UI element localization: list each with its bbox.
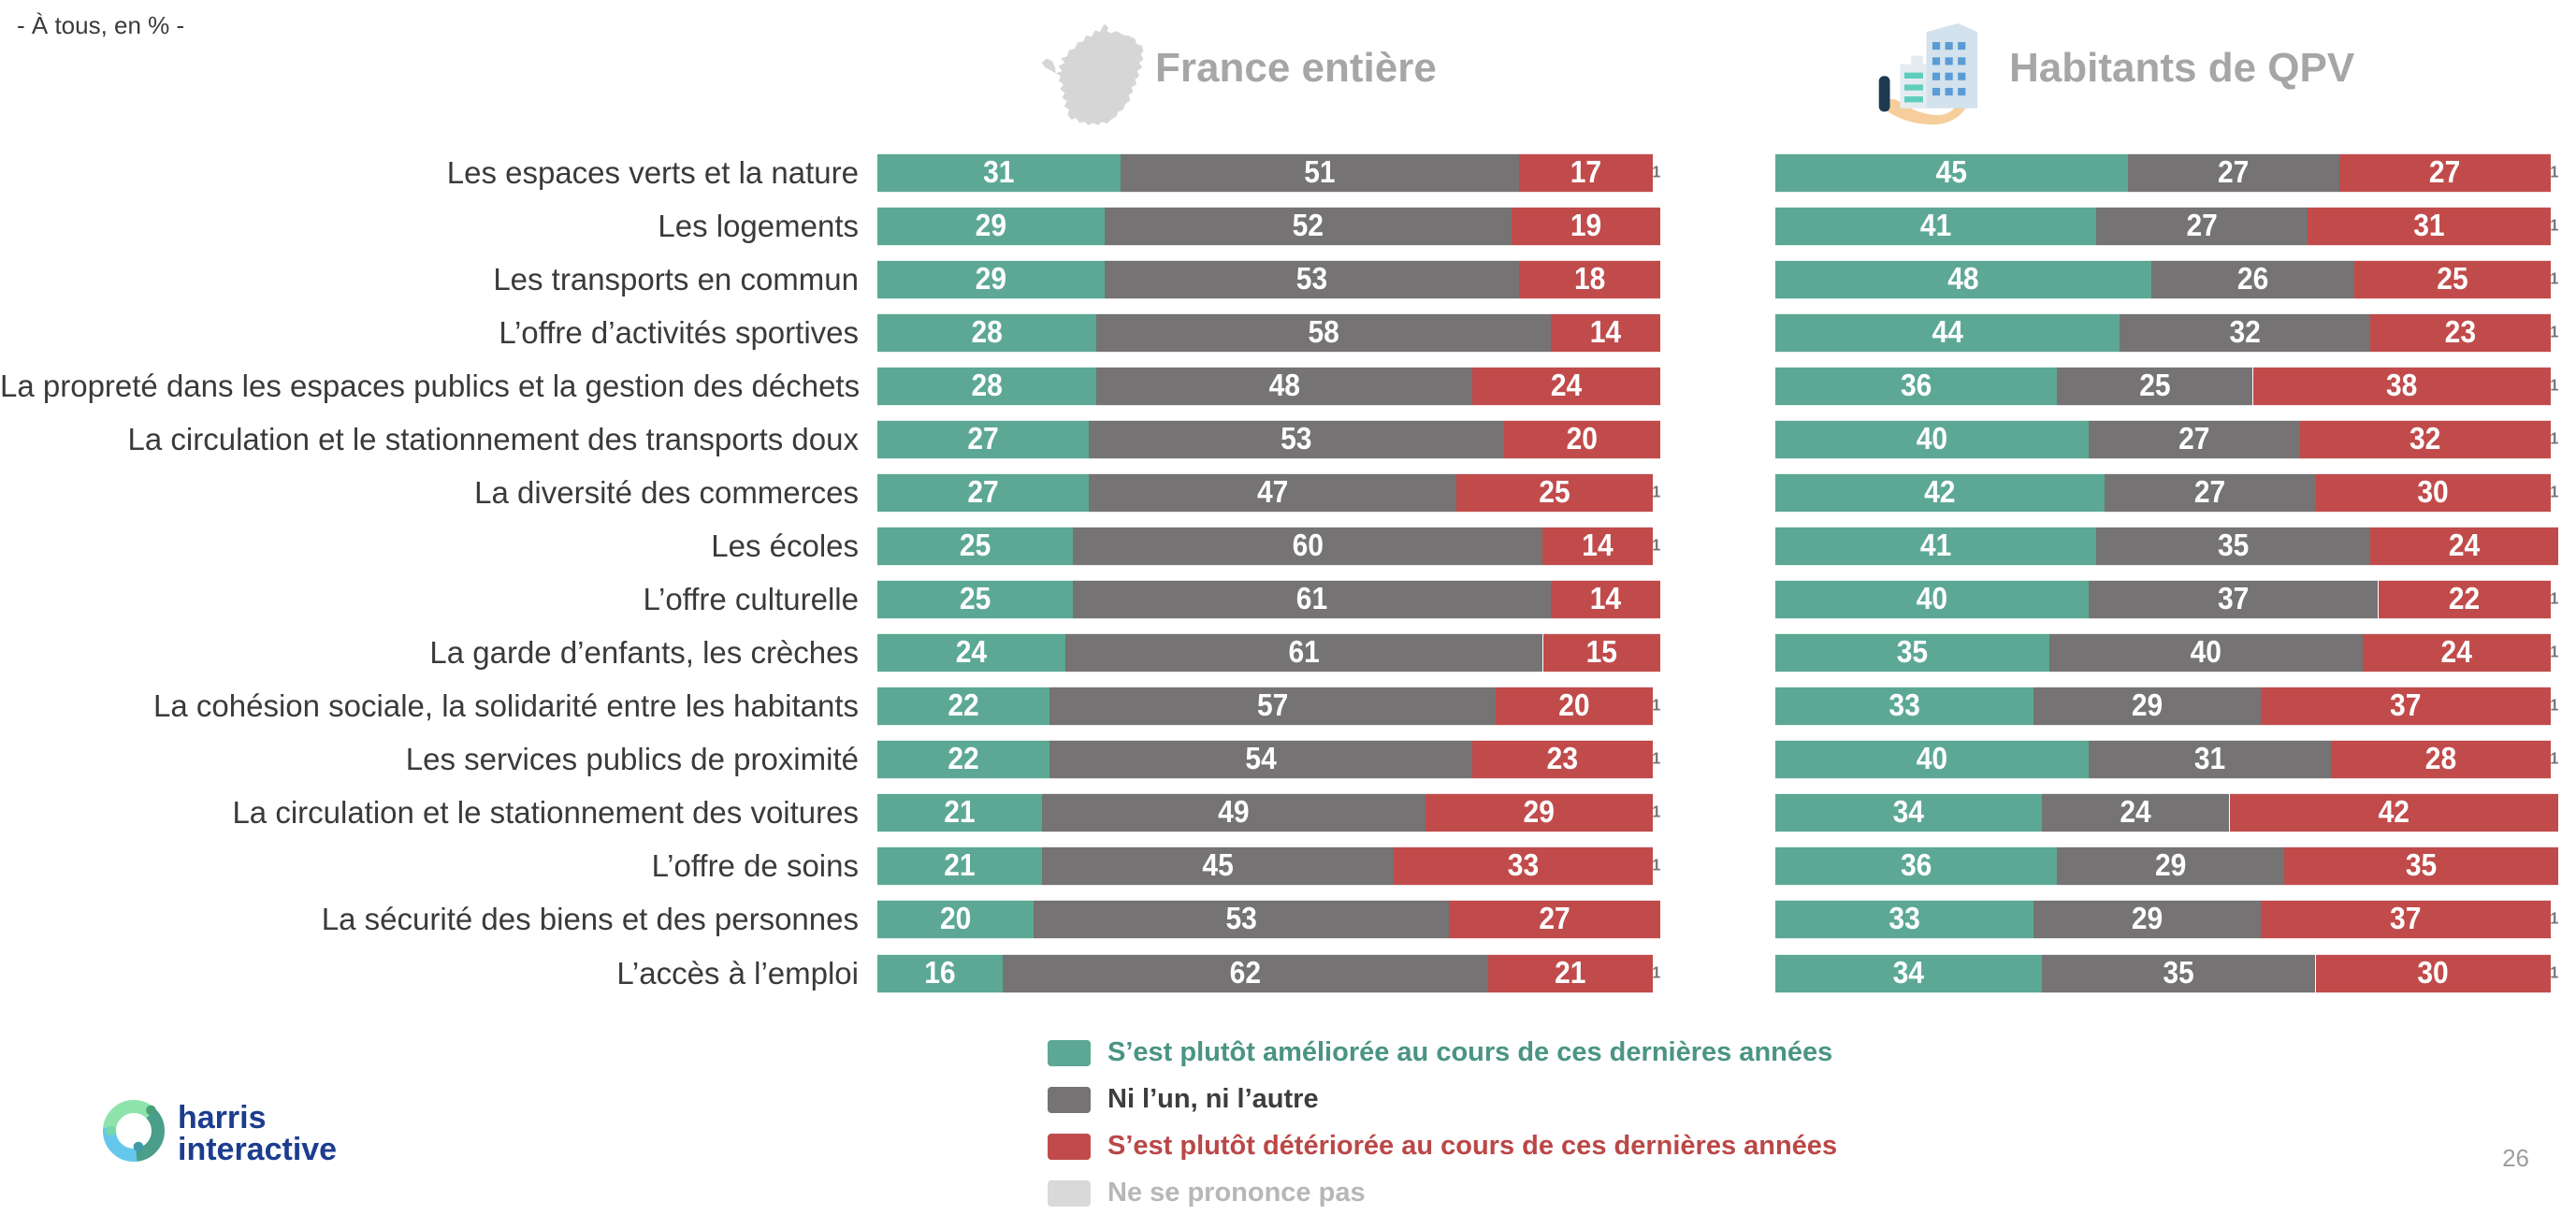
svg-text:interactive: interactive [178,1132,337,1167]
svg-text:harris: harris [178,1100,267,1135]
